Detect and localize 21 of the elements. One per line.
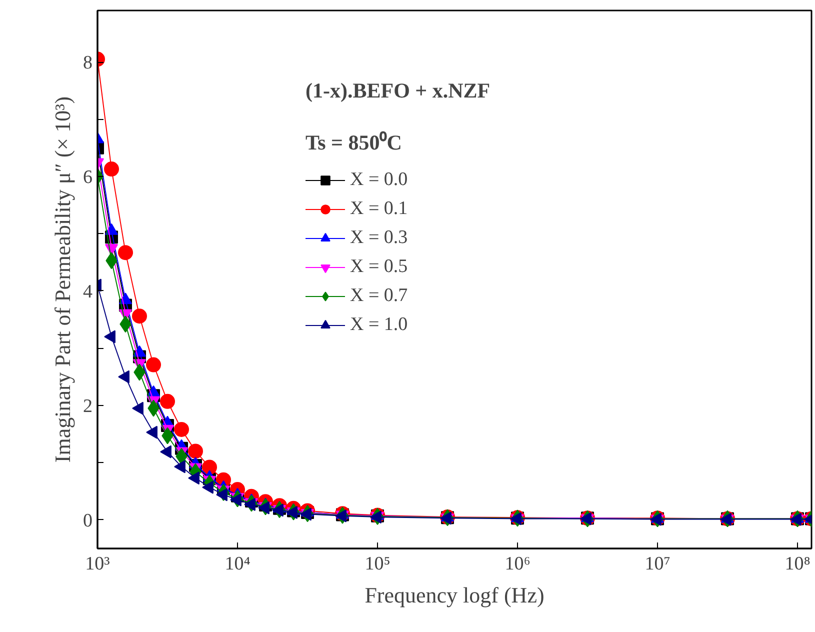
legend-label: X = 1.0 [350, 314, 408, 336]
y-tick-label: 0 [83, 510, 92, 532]
x-axis-title: Frequency logf (Hz) [364, 582, 544, 608]
annotation: Ts = 850⁰C [306, 130, 402, 154]
legend-label: X = 0.7 [350, 285, 408, 307]
y-tick-label: 8 [83, 52, 92, 74]
y-tick-label: 4 [83, 281, 93, 302]
y-tick-label: 2 [83, 396, 92, 417]
x-tick-label: 10⁷ [644, 554, 670, 574]
legend-label: X = 0.5 [350, 256, 408, 278]
y-axis-title: Imaginary Part of Permeability μ″ (× 10³) [50, 96, 75, 463]
legend-label: X = 0.1 [350, 198, 408, 220]
y-tick-label: 6 [83, 166, 92, 188]
x-tick-label: 10⁴ [224, 554, 251, 574]
x-tick-label: 10⁸ [784, 554, 810, 574]
x-tick-label: 10⁶ [504, 554, 530, 574]
legend-label: X = 0.3 [350, 227, 408, 249]
legend-label: X = 0.0 [350, 169, 408, 191]
x-tick-label: 10⁵ [364, 554, 390, 574]
annotation: (1-x).BEFO + x.NZF [306, 78, 490, 102]
x-tick-label: 10³ [85, 554, 110, 574]
